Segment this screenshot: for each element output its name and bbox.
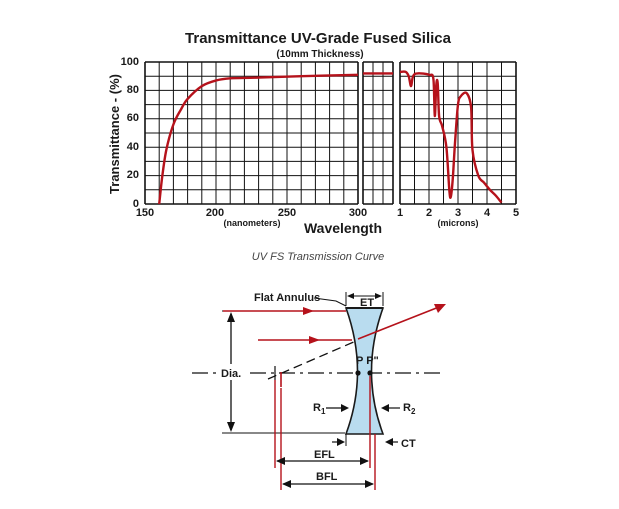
ct-arrow-right	[385, 438, 393, 446]
principal-point-p	[355, 370, 361, 376]
lens-diagram: P P" Dia. ET Flat Annulus	[192, 292, 446, 490]
x-tick-label: 3	[455, 207, 461, 219]
x-tick-label: 1	[397, 207, 403, 219]
chart-title: Transmittance UV-Grade Fused Silica	[185, 30, 452, 47]
y-tick-label: 0	[133, 198, 139, 210]
incident-ray-top-arrow	[303, 307, 314, 315]
grid-panel-break	[362, 61, 394, 205]
nm-unit-label: (nanometers)	[223, 218, 280, 228]
bfl-arrow-right	[365, 480, 374, 488]
x-tick-label: 250	[278, 207, 296, 219]
lens-body	[344, 307, 385, 435]
y-tick-label: 100	[121, 56, 139, 68]
y-tick-label: 20	[127, 169, 139, 181]
y-tick-label: 60	[127, 112, 139, 124]
x-tick-label: 5	[513, 207, 519, 219]
grid-panel-microns	[399, 61, 517, 205]
ct-arrow-left	[337, 438, 345, 446]
r2-label-main: R	[403, 402, 411, 414]
chart-subtitle: (10mm Thickness)	[276, 49, 363, 60]
x-tick-label: 4	[484, 207, 491, 219]
et-arrow-left	[347, 293, 354, 299]
bfl-label: BFL	[316, 471, 338, 483]
dia-arrow-bottom	[227, 422, 235, 432]
bfl-arrow-left	[282, 480, 291, 488]
incident-ray-mid-arrow	[309, 336, 320, 344]
y-tick-labels: 0 20 40 60 80 100	[121, 56, 139, 210]
virtual-ray-extension	[267, 340, 357, 380]
r2-arrow	[381, 404, 389, 412]
ct-label: CT	[401, 438, 416, 450]
dia-label-bg	[218, 364, 246, 380]
x-tick-label: 300	[349, 207, 367, 219]
figure-caption: UV FS Transmission Curve	[252, 251, 384, 263]
et-arrow-right	[375, 293, 382, 299]
micron-unit-label: (microns)	[437, 218, 478, 228]
r2-label-sub: 2	[411, 407, 416, 416]
efl-arrow-left	[276, 457, 285, 465]
y-axis-label: Transmittance - (%)	[107, 74, 122, 194]
r1-label: R1	[313, 402, 326, 416]
x-axis-label: Wavelength	[304, 220, 382, 236]
efl-arrow-right	[360, 457, 369, 465]
et-label: ET	[360, 297, 374, 309]
transmission-curves	[158, 70, 503, 205]
flat-annulus-leader	[313, 297, 347, 307]
grid-panel-nm	[144, 61, 359, 205]
principal-point-p-double	[367, 370, 373, 376]
dia-arrow-top	[227, 312, 235, 322]
diverging-ray-arrow	[434, 304, 446, 313]
x-tick-label: 200	[206, 207, 224, 219]
r1-label-sub: 1	[321, 407, 326, 416]
principal-points-label: P P"	[356, 355, 379, 367]
x-tick-label: 150	[136, 207, 154, 219]
diverging-ray	[357, 304, 445, 340]
y-tick-label: 40	[127, 141, 139, 153]
dia-label: Dia.	[221, 368, 241, 380]
y-tick-label: 80	[127, 84, 139, 96]
x-tick-label: 2	[426, 207, 432, 219]
r2-label: R2	[403, 402, 416, 416]
transmission-curve-microns-2	[399, 70, 503, 204]
efl-label: EFL	[314, 449, 335, 461]
r1-label-main: R	[313, 402, 321, 414]
flat-annulus-label: Flat Annulus	[254, 292, 320, 304]
transmission-curve-nanometers-0	[158, 73, 359, 205]
r1-arrow	[341, 404, 349, 412]
